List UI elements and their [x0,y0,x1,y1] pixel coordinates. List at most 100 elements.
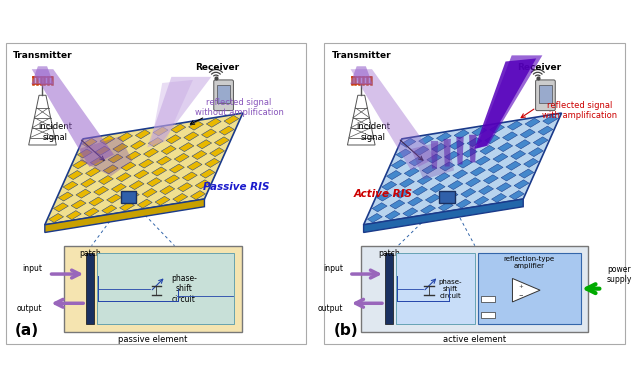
Polygon shape [156,156,172,165]
Polygon shape [95,146,110,155]
Polygon shape [408,197,422,206]
Polygon shape [422,165,437,174]
FancyBboxPatch shape [121,190,136,204]
Polygon shape [485,135,500,144]
Polygon shape [196,140,212,149]
Polygon shape [515,140,531,149]
Polygon shape [93,186,109,195]
Polygon shape [449,140,464,149]
Polygon shape [147,178,162,187]
Polygon shape [107,194,122,203]
Polygon shape [187,161,202,170]
Text: incident
signal: incident signal [356,122,390,142]
Polygon shape [63,181,78,190]
Polygon shape [32,69,114,167]
Polygon shape [49,214,63,223]
Text: reflected signal
without amplification: reflected signal without amplification [195,98,284,117]
Polygon shape [513,279,540,302]
FancyBboxPatch shape [440,190,455,204]
Polygon shape [161,146,176,154]
Polygon shape [116,173,131,182]
Polygon shape [524,158,538,167]
Polygon shape [77,149,92,158]
FancyBboxPatch shape [361,246,588,332]
Text: phase-
shift
circuit: phase- shift circuit [171,274,197,303]
Text: patch: patch [378,249,400,258]
Polygon shape [136,130,150,139]
Polygon shape [514,180,529,189]
Polygon shape [511,151,525,159]
Polygon shape [80,136,132,176]
Polygon shape [498,142,513,152]
Text: Receiver: Receiver [517,63,561,72]
Polygon shape [184,132,198,141]
Polygon shape [205,158,220,167]
Polygon shape [488,164,503,173]
Polygon shape [401,138,416,147]
Polygon shape [82,138,97,147]
Polygon shape [445,151,460,160]
Polygon shape [414,146,429,155]
Polygon shape [166,135,181,144]
Polygon shape [502,132,518,141]
Text: input: input [323,264,343,273]
Polygon shape [68,171,83,180]
Polygon shape [492,194,506,202]
Polygon shape [108,154,123,163]
FancyBboxPatch shape [478,253,580,324]
Polygon shape [480,146,495,154]
Polygon shape [476,55,542,149]
Polygon shape [131,140,145,149]
Polygon shape [458,159,472,168]
Text: −: − [518,292,523,297]
Polygon shape [31,66,54,84]
Polygon shape [202,129,216,138]
Polygon shape [466,178,481,187]
Polygon shape [387,171,401,180]
FancyBboxPatch shape [86,253,94,324]
FancyBboxPatch shape [540,85,552,103]
Polygon shape [452,170,468,179]
Polygon shape [543,115,557,124]
Polygon shape [174,153,189,163]
Polygon shape [519,169,534,178]
Polygon shape [430,183,445,192]
Polygon shape [206,118,221,127]
Polygon shape [395,189,410,198]
Polygon shape [84,208,99,217]
Polygon shape [152,167,166,176]
Polygon shape [171,124,186,133]
Polygon shape [538,126,553,135]
Polygon shape [150,80,193,147]
Polygon shape [71,200,86,209]
Polygon shape [170,164,184,173]
Polygon shape [435,173,450,182]
Polygon shape [192,151,207,159]
Polygon shape [443,191,458,200]
Text: incident
signal: incident signal [38,122,72,142]
Polygon shape [470,167,485,176]
FancyBboxPatch shape [385,253,393,324]
Polygon shape [160,185,175,195]
Polygon shape [173,194,188,202]
FancyBboxPatch shape [214,80,234,111]
Polygon shape [431,141,438,169]
Polygon shape [67,211,81,220]
Polygon shape [129,181,144,190]
Text: (a): (a) [15,323,39,338]
Polygon shape [474,58,536,149]
Polygon shape [476,156,490,165]
Polygon shape [420,205,435,214]
Polygon shape [177,183,193,192]
Polygon shape [456,137,464,164]
Text: active element: active element [444,335,506,344]
Polygon shape [124,191,140,200]
Polygon shape [148,137,163,147]
Polygon shape [102,205,116,214]
Text: Passive RIS: Passive RIS [203,182,269,192]
Polygon shape [440,162,454,171]
Text: Receiver: Receiver [195,63,239,72]
Polygon shape [191,190,205,200]
Polygon shape [142,188,157,197]
Polygon shape [72,160,88,169]
